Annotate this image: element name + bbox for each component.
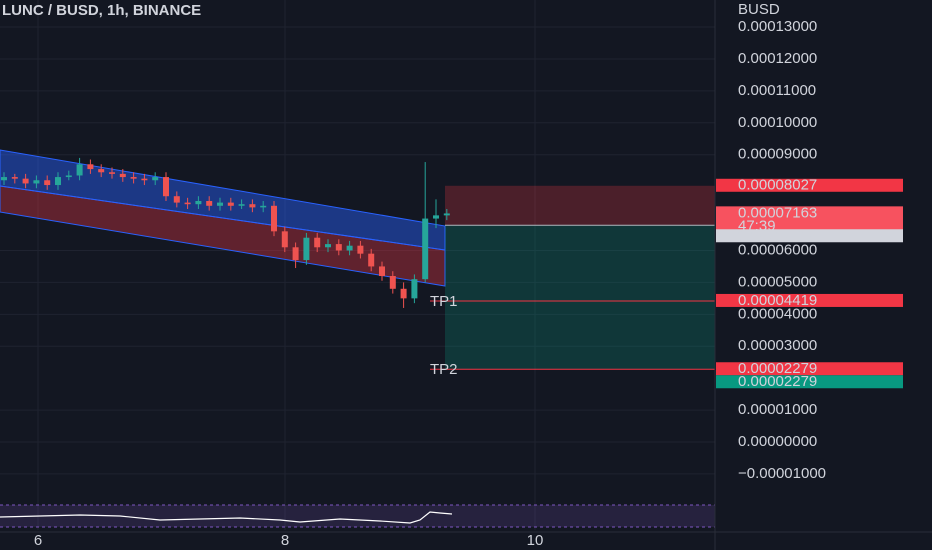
target-label: TP1: [430, 293, 458, 310]
candle-body: [195, 201, 202, 205]
y-tick-label: 0.00001000: [738, 401, 817, 418]
candle-body: [87, 164, 94, 170]
candle-body: [173, 196, 180, 203]
candle-body: [303, 237, 310, 261]
candle-body: [141, 178, 148, 181]
price-label: 0.00004419: [738, 292, 817, 309]
target-zone: [445, 225, 715, 370]
candle-body: [400, 288, 407, 299]
candle-body: [1, 177, 7, 181]
candle-body: [422, 218, 429, 280]
candle-body: [433, 215, 439, 219]
rsi-line: [0, 511, 453, 524]
price-label-box: [716, 293, 903, 307]
candle-body: [227, 202, 234, 206]
candle-body: [249, 204, 256, 208]
y-tick-label: 0.00006000: [738, 241, 817, 258]
y-tick-label: 0.00004000: [738, 305, 817, 322]
candle-body: [292, 247, 299, 261]
candle-body: [217, 202, 223, 206]
candle-body: [443, 213, 450, 216]
candle-body: [119, 173, 126, 178]
candle-body: [368, 253, 375, 267]
unit-label: BUSD: [738, 1, 780, 18]
candle-body: [411, 279, 418, 299]
candle-body: [260, 205, 267, 208]
chart-title: LUNC / BUSD, 1h, BINANCE: [2, 2, 201, 19]
y-tick-label: 0.00000000: [738, 433, 817, 450]
x-label: 8: [281, 532, 289, 549]
y-tick-label: 0.00011000: [738, 82, 816, 99]
candle-body: [65, 175, 72, 178]
candle-body: [44, 180, 51, 186]
candle-body: [152, 177, 159, 181]
candle-body: [379, 266, 385, 277]
candle-body: [346, 245, 353, 251]
price-label-box: [716, 375, 903, 389]
candle-body: [163, 177, 169, 197]
y-tick-label: 0.00005000: [738, 273, 817, 290]
candle-body: [55, 177, 61, 186]
candle-body: [184, 202, 191, 205]
candle-body: [33, 180, 40, 184]
price-label: 0.00002279: [738, 373, 817, 390]
candle-body: [389, 276, 396, 289]
price-label-box: [716, 178, 903, 192]
candle-body: [11, 177, 18, 179]
candle-body: [206, 201, 213, 206]
price-label-box: [716, 229, 903, 243]
y-tick-label: −0.00001000: [738, 465, 826, 482]
y-tick-label: 0.00003000: [738, 337, 817, 354]
candle-body: [238, 204, 245, 206]
rsi-band: [0, 505, 715, 527]
stop-zone: [445, 185, 715, 226]
candle-body: [109, 172, 115, 174]
x-label: 6: [34, 532, 42, 549]
price-label: 0.00007163: [738, 204, 817, 221]
price-label: 0.00008027: [738, 177, 817, 194]
channel-lower: [0, 185, 446, 287]
candle-body: [357, 245, 364, 254]
y-tick-label: 0.00013000: [738, 18, 817, 35]
y-tick-label: 0.00009000: [738, 146, 817, 163]
y-tick-label: 0.00012000: [738, 50, 817, 67]
candle-body: [76, 164, 83, 176]
candle-body: [281, 231, 288, 248]
price-label: 0.00002279: [738, 360, 817, 377]
candle-body: [325, 244, 331, 248]
candle-body: [271, 205, 277, 232]
candle-body: [22, 178, 29, 184]
candle-body: [98, 169, 105, 173]
target-label: TP2: [430, 361, 458, 378]
candle-body: [130, 177, 137, 179]
x-label: 10: [527, 532, 544, 549]
candle-body: [335, 244, 342, 251]
price-label-box: [716, 362, 903, 376]
price-label: 0.00006790: [738, 227, 817, 244]
y-tick-label: 0.00010000: [738, 114, 817, 131]
candle-body: [314, 237, 321, 248]
